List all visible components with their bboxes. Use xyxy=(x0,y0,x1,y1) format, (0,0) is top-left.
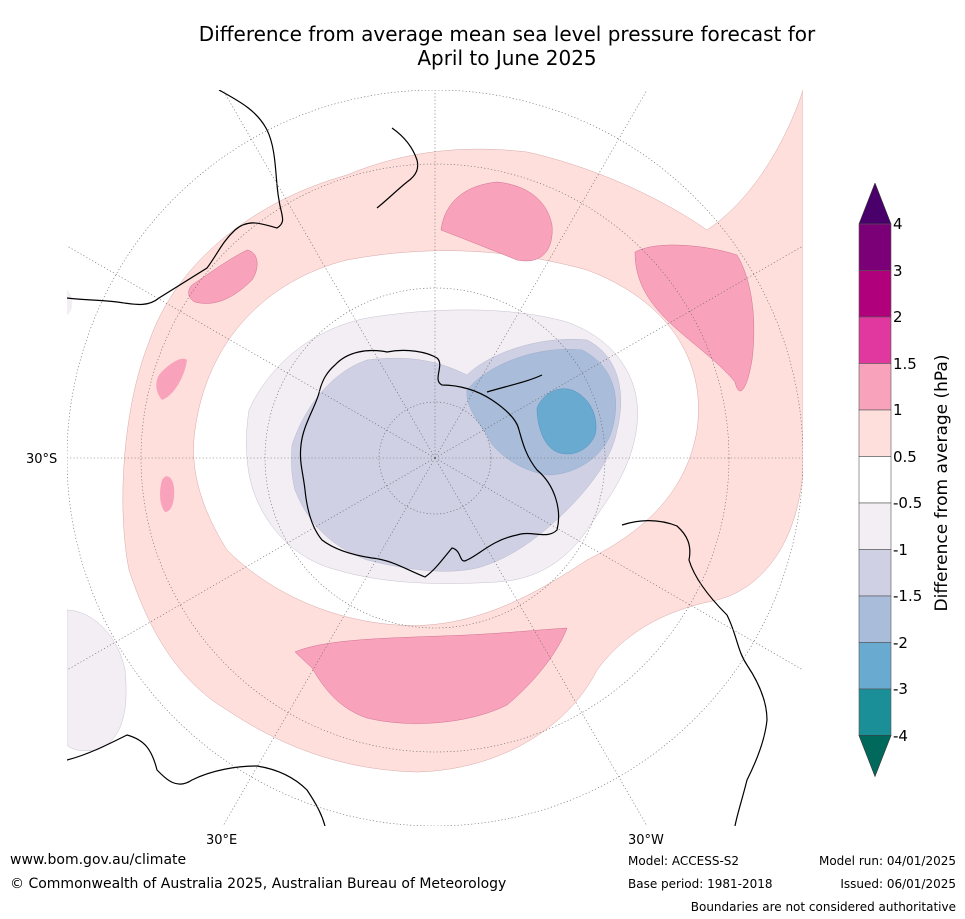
colorbar-tick-label: 2 xyxy=(893,308,903,326)
colorbar-tick-label: -1.5 xyxy=(893,587,923,605)
colorbar-tick-label: 0.5 xyxy=(893,447,917,466)
coastline-south-america xyxy=(621,520,768,826)
anomaly-core-northwest xyxy=(188,249,258,304)
coastline-new-zealand xyxy=(376,127,419,209)
colorbar-tick-label: -3 xyxy=(893,680,908,698)
footer-model-run: Model run: 04/01/2025 xyxy=(818,854,956,868)
graticule-ring-80s xyxy=(378,401,492,515)
title-line-2: April to June 2025 xyxy=(417,46,597,70)
lat-label-30s: 30°S xyxy=(26,452,58,467)
polar-map xyxy=(67,90,803,826)
footer-url: www.bom.gov.au/climate xyxy=(10,852,187,868)
anomaly-core-north xyxy=(440,181,553,262)
map-title: Difference from average mean sea level p… xyxy=(0,22,965,70)
anomaly-inner-minus2 xyxy=(536,388,597,455)
lon-label-30e: 30°E xyxy=(206,833,238,848)
graticule-ring-40s xyxy=(140,163,730,753)
meridian-30e xyxy=(222,457,436,826)
colorbar-tick-label: -2 xyxy=(893,633,908,652)
meridian-60e xyxy=(67,457,436,671)
meridian-60w xyxy=(434,457,803,671)
footer-copyright: © Commonwealth of Australia 2025, Austra… xyxy=(10,876,507,892)
meridian-150w xyxy=(434,90,648,459)
anomaly-ring-0.5-1 xyxy=(122,90,803,773)
colorbar xyxy=(858,183,892,778)
footer-base-period: Base period: 1981-2018 xyxy=(628,877,773,891)
colorbar-tick-label: -0.5 xyxy=(893,494,923,512)
title-line-1: Difference from average mean sea level p… xyxy=(198,22,816,46)
colorbar-segment xyxy=(858,502,892,550)
meridian-30w xyxy=(434,457,648,826)
colorbar-label: Difference from average (hPa) xyxy=(932,354,952,612)
anomaly-patch-sw xyxy=(67,609,127,752)
lon-label-30w: 30°W xyxy=(628,833,664,848)
colorbar-segment xyxy=(858,270,892,318)
colorbar-extend-min xyxy=(858,735,892,778)
meridian-150e xyxy=(222,90,436,459)
colorbar-segments xyxy=(858,183,892,778)
colorbar-tick-label: -4 xyxy=(893,726,908,745)
colorbar-segment xyxy=(858,456,892,504)
coastline-antarctic-peninsula xyxy=(486,374,543,393)
anomaly-patch-w xyxy=(67,290,73,315)
map-panel xyxy=(67,90,803,826)
colorbar-segment xyxy=(858,223,892,271)
meridian-120e xyxy=(67,245,436,459)
coastline-australia xyxy=(67,90,284,306)
footer-issued: Issued: 06/01/2025 xyxy=(840,877,956,891)
colorbar-extend-max xyxy=(858,183,892,225)
colorbar-segment xyxy=(858,409,892,457)
colorbar-tick-label: 1 xyxy=(893,401,903,419)
footer-model: Model: ACCESS-S2 xyxy=(628,854,740,868)
anomaly-core-northeast xyxy=(634,244,755,392)
footer-disclaimer: Boundaries are not considered authoritat… xyxy=(690,900,956,914)
anomaly-fields xyxy=(67,90,803,773)
anomaly-core-southwest xyxy=(160,476,175,512)
colorbar-segment xyxy=(858,642,892,690)
coastlines xyxy=(67,90,768,826)
colorbar-tick-label: 1.5 xyxy=(893,354,917,373)
anomaly-core-west xyxy=(156,358,187,400)
colorbar-tick-label: 4 xyxy=(893,215,903,233)
coastline-africa xyxy=(67,734,326,826)
colorbar-tick-label: 3 xyxy=(893,261,903,280)
anomaly-core-south xyxy=(294,627,568,724)
colorbar-segment xyxy=(858,549,892,597)
colorbar-segment xyxy=(858,363,892,411)
graticule xyxy=(67,90,803,826)
colorbar-segment xyxy=(858,316,892,364)
colorbar-tick-label: -1 xyxy=(893,540,908,559)
colorbar-segment xyxy=(858,688,892,736)
coastline-antarctica xyxy=(299,349,560,578)
meridian-120w xyxy=(434,245,803,459)
colorbar-segment xyxy=(858,595,892,643)
